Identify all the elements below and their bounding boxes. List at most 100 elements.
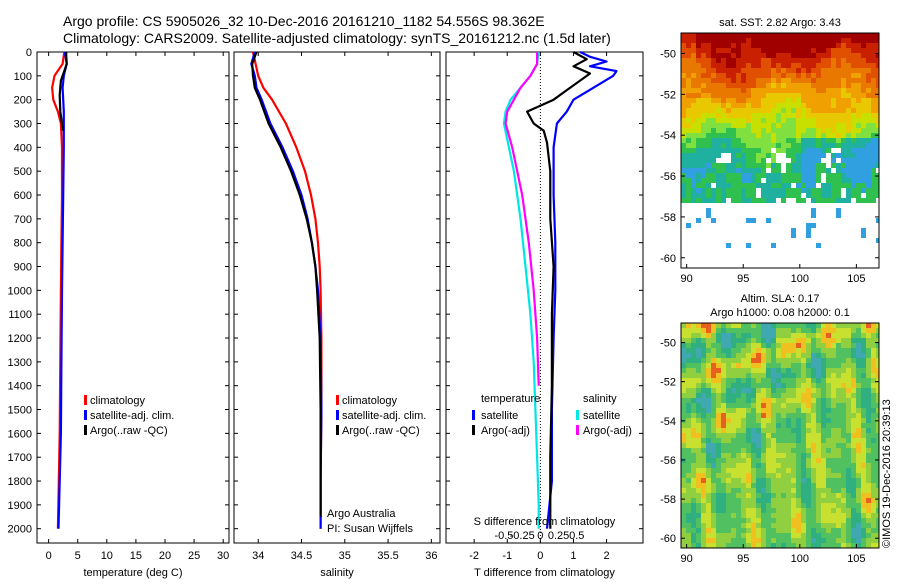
map-cell: [871, 138, 876, 143]
map-cell: [756, 153, 761, 158]
map-cell: [776, 468, 781, 473]
map-cell: [871, 178, 876, 183]
map-cell: [791, 178, 796, 183]
map-cell: [831, 358, 836, 363]
map-cell: [776, 338, 781, 343]
map-cell: [746, 383, 751, 388]
map-cell: [731, 368, 736, 373]
map-cell: [691, 478, 696, 483]
map-cell: [716, 128, 721, 133]
map-cell: [756, 418, 761, 423]
map-cell: [681, 143, 686, 148]
map-cell: [681, 173, 686, 178]
map-cell: [711, 388, 716, 393]
map-cell: [741, 68, 746, 73]
map-cell: [741, 38, 746, 43]
map-cell: [821, 118, 826, 123]
map-cell: [856, 443, 861, 448]
map-cell: [801, 478, 806, 483]
map-cell: [846, 423, 851, 428]
map-cell: [801, 543, 806, 548]
map-cell: [796, 83, 801, 88]
map-cell: [751, 93, 756, 98]
map-cell: [711, 58, 716, 63]
map-cell: [821, 438, 826, 443]
map-cell: [706, 503, 711, 508]
map-cell: [706, 78, 711, 83]
map-cell: [741, 493, 746, 498]
map-cell: [761, 383, 766, 388]
map-cell: [741, 143, 746, 148]
map-cell: [726, 348, 731, 353]
map-cell: [751, 378, 756, 383]
map-cell: [761, 518, 766, 523]
map-cell: [686, 383, 691, 388]
map-cell: [766, 123, 771, 128]
map-cell: [691, 523, 696, 528]
map-cell: [696, 93, 701, 98]
map-cell: [871, 378, 876, 383]
map-cell: [771, 338, 776, 343]
map-cell: [876, 498, 879, 503]
map-cell: [751, 338, 756, 343]
map-cell: [681, 78, 686, 83]
map-cell: [781, 473, 786, 478]
map-cell: [836, 478, 841, 483]
map-cell: [766, 403, 771, 408]
map-cell: [856, 153, 861, 158]
map-cell: [756, 53, 761, 58]
map-cell: [776, 188, 781, 193]
map-cell: [841, 468, 846, 473]
map-cell: [771, 178, 776, 183]
legend-swatch: [84, 425, 87, 435]
map-cell: [866, 513, 871, 518]
annotation-argo-australia: Argo Australia: [327, 508, 396, 520]
map-cell: [716, 53, 721, 58]
map-cell: [876, 533, 879, 538]
map-cell: [811, 428, 816, 433]
map-cell: [811, 88, 816, 93]
map-cell: [876, 78, 879, 83]
map-cell: [691, 448, 696, 453]
map-cell: [871, 543, 876, 548]
map-cell: [771, 393, 776, 398]
map-cell: [751, 138, 756, 143]
map-cell: [776, 543, 781, 548]
map-cell: [786, 363, 791, 368]
map-cell: [756, 83, 761, 88]
map-cell: [756, 323, 761, 328]
map-cell: [696, 43, 701, 48]
map-cell: [701, 178, 706, 183]
map-cell: [816, 148, 821, 153]
map-cell: [781, 443, 786, 448]
map-cell: [681, 468, 686, 473]
map-cell: [846, 528, 851, 533]
y-tick-label: -60: [660, 533, 676, 545]
map-cell: [781, 58, 786, 63]
map-cell: [696, 83, 701, 88]
map-cell: [846, 133, 851, 138]
map-cell: [861, 443, 866, 448]
map-cell: [871, 153, 876, 158]
map-cell: [681, 168, 686, 173]
map-cell: [721, 358, 726, 363]
map-cell: [781, 68, 786, 73]
map-cell: [776, 463, 781, 468]
imos-credit: ©IMOS 19-Dec-2016 20:39:13: [881, 399, 893, 548]
map-cell: [871, 188, 876, 193]
map-cell: [751, 493, 756, 498]
map-cell: [866, 483, 871, 488]
map-cell: [836, 488, 841, 493]
map-cell: [706, 533, 711, 538]
map-cell: [866, 158, 871, 163]
map-cell: [746, 328, 751, 333]
map-cell: [856, 88, 861, 93]
map-cell: [836, 398, 841, 403]
y-tick-label: 1200: [8, 333, 32, 345]
map-cell: [836, 78, 841, 83]
map-cell: [861, 508, 866, 513]
map-cell: [736, 393, 741, 398]
map-cell: [856, 68, 861, 73]
map-cell: [771, 503, 776, 508]
map-cell: [821, 58, 826, 63]
